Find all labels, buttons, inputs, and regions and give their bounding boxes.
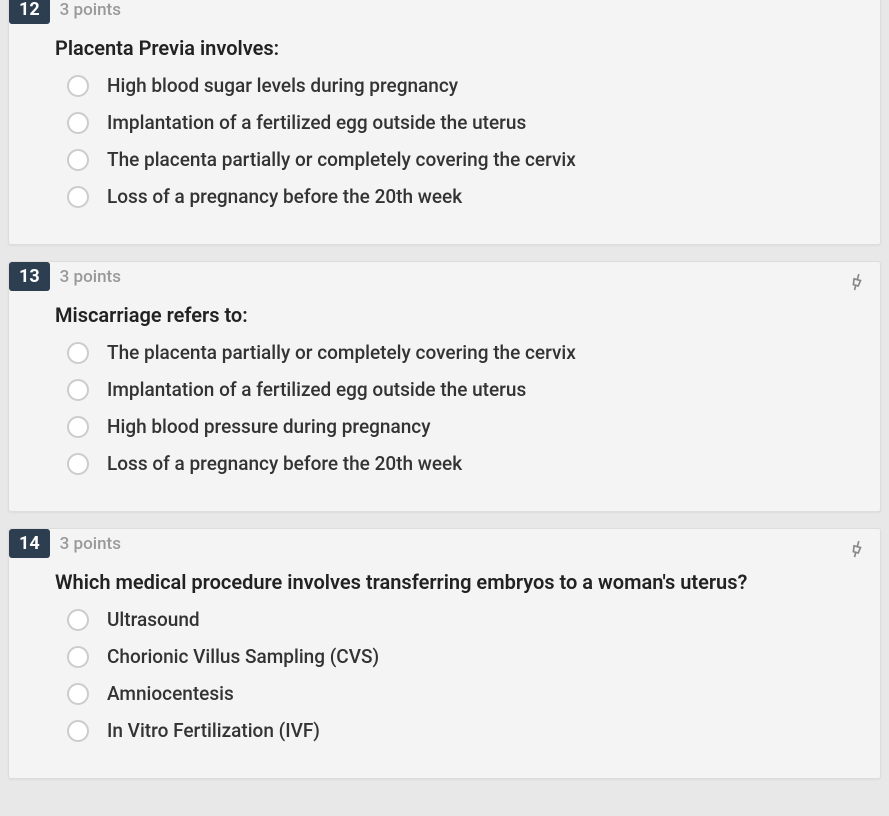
answer-option[interactable]: Loss of a pregnancy before the 20th week bbox=[67, 452, 862, 475]
question-card: 14 3 points Which medical procedure invo… bbox=[8, 528, 881, 779]
answer-option[interactable]: In Vitro Fertilization (IVF) bbox=[67, 719, 862, 742]
radio-icon[interactable] bbox=[67, 609, 89, 631]
question-header: 13 3 points bbox=[9, 262, 862, 291]
option-text: Chorionic Villus Sampling (CVS) bbox=[107, 645, 379, 668]
radio-icon[interactable] bbox=[67, 416, 89, 438]
answer-option[interactable]: Chorionic Villus Sampling (CVS) bbox=[67, 645, 862, 668]
option-text: In Vitro Fertilization (IVF) bbox=[107, 719, 320, 742]
radio-icon[interactable] bbox=[67, 342, 89, 364]
option-text: The placenta partially or completely cov… bbox=[107, 148, 576, 171]
question-text: Which medical procedure involves transfe… bbox=[55, 570, 862, 594]
answer-option[interactable]: Implantation of a fertilized egg outside… bbox=[67, 111, 862, 134]
answer-option[interactable]: Amniocentesis bbox=[67, 682, 862, 705]
option-text: Amniocentesis bbox=[107, 682, 234, 705]
option-text: Implantation of a fertilized egg outside… bbox=[107, 111, 526, 134]
option-text: Implantation of a fertilized egg outside… bbox=[107, 378, 526, 401]
radio-icon[interactable] bbox=[67, 720, 89, 742]
question-header: 14 3 points bbox=[9, 529, 862, 558]
question-points: 3 points bbox=[60, 267, 121, 287]
question-number: 14 bbox=[9, 529, 50, 558]
question-card: 13 3 points Miscarriage refers to: The p… bbox=[8, 261, 881, 512]
answer-option[interactable]: Loss of a pregnancy before the 20th week bbox=[67, 185, 862, 208]
answer-option[interactable]: The placenta partially or completely cov… bbox=[67, 148, 862, 171]
question-number: 12 bbox=[9, 0, 50, 24]
question-card: 12 3 points Placenta Previa involves: Hi… bbox=[8, 0, 881, 245]
radio-icon[interactable] bbox=[67, 453, 89, 475]
question-header: 12 3 points bbox=[9, 0, 862, 24]
question-points: 3 points bbox=[60, 534, 121, 554]
radio-icon[interactable] bbox=[67, 186, 89, 208]
answer-option[interactable]: High blood pressure during pregnancy bbox=[67, 415, 862, 438]
answer-option[interactable]: Ultrasound bbox=[67, 608, 862, 631]
question-points: 3 points bbox=[60, 0, 121, 20]
option-text: Loss of a pregnancy before the 20th week bbox=[107, 452, 462, 475]
answer-option[interactable]: Implantation of a fertilized egg outside… bbox=[67, 378, 862, 401]
question-text: Miscarriage refers to: bbox=[55, 303, 862, 327]
option-text: Loss of a pregnancy before the 20th week bbox=[107, 185, 462, 208]
radio-icon[interactable] bbox=[67, 149, 89, 171]
option-text: The placenta partially or completely cov… bbox=[107, 341, 576, 364]
radio-icon[interactable] bbox=[67, 646, 89, 668]
radio-icon[interactable] bbox=[67, 75, 89, 97]
radio-icon[interactable] bbox=[67, 683, 89, 705]
radio-icon[interactable] bbox=[67, 379, 89, 401]
question-number: 13 bbox=[9, 262, 50, 291]
option-text: High blood sugar levels during pregnancy bbox=[107, 74, 458, 97]
option-text: High blood pressure during pregnancy bbox=[107, 415, 431, 438]
question-text: Placenta Previa involves: bbox=[55, 36, 862, 60]
radio-icon[interactable] bbox=[67, 112, 89, 134]
option-text: Ultrasound bbox=[107, 608, 200, 631]
answer-option[interactable]: High blood sugar levels during pregnancy bbox=[67, 74, 862, 97]
answer-option[interactable]: The placenta partially or completely cov… bbox=[67, 341, 862, 364]
